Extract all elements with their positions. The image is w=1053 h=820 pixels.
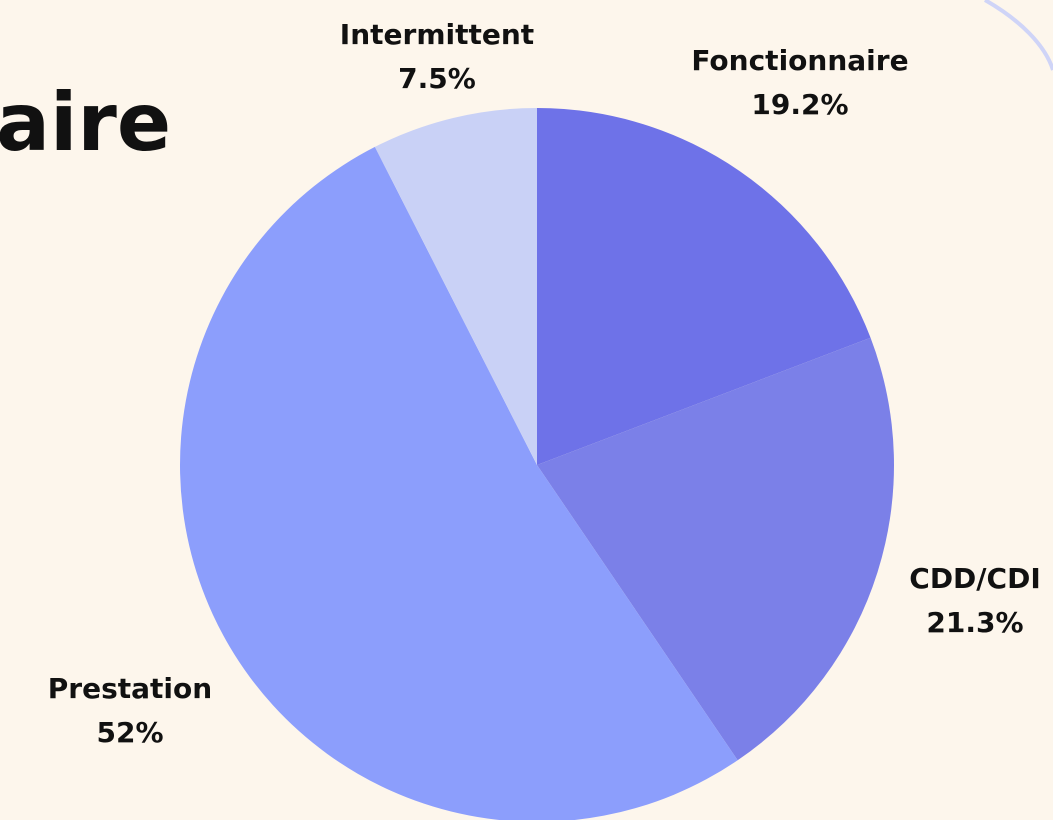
- slice-label: CDD/CDI: [909, 562, 1040, 595]
- slice-label: Prestation: [48, 672, 212, 705]
- slice-value: 52%: [96, 716, 163, 749]
- pie-slice: [180, 146, 738, 820]
- slice-value: 21.3%: [926, 606, 1023, 639]
- pie-slice: [537, 337, 895, 761]
- decor-arc: [984, 0, 1053, 71]
- slice-label: Intermittent: [340, 18, 534, 51]
- chart-title: aire: [0, 76, 171, 169]
- slice-value: 19.2%: [751, 88, 848, 121]
- slice-label: Fonctionnaire: [691, 44, 908, 77]
- pie-slice: [537, 108, 871, 465]
- slice-value: 7.5%: [398, 62, 476, 95]
- pie-slice: [374, 108, 537, 465]
